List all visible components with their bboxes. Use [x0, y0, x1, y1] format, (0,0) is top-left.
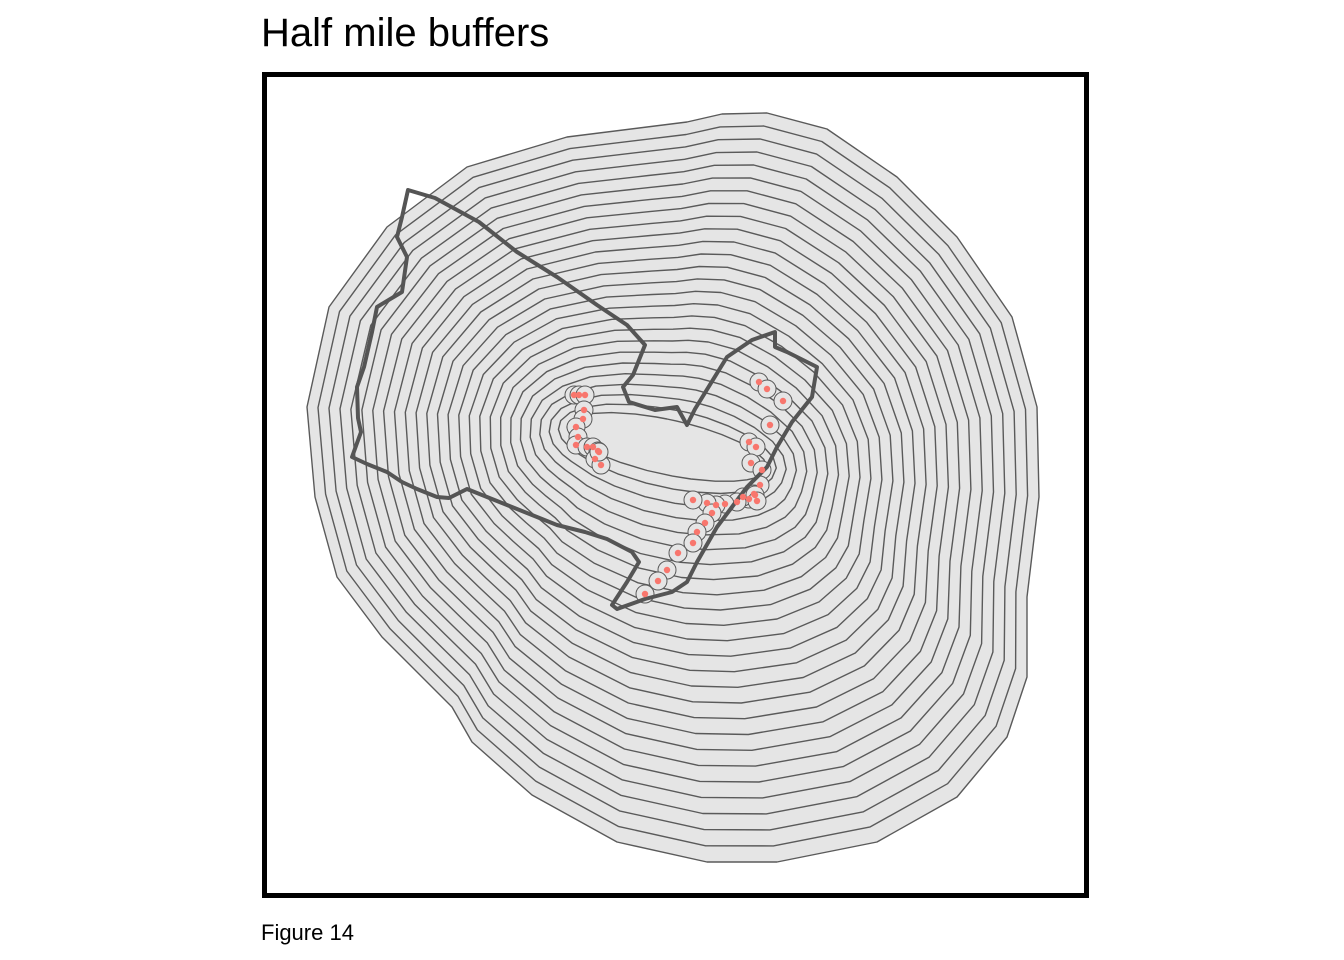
site-point [701, 519, 709, 527]
site-point [595, 448, 603, 456]
figure-caption: Figure 14 [261, 920, 354, 945]
site-point [763, 385, 771, 393]
map-panel [262, 72, 1089, 898]
site-point [575, 391, 583, 399]
site-point [758, 466, 766, 474]
buffer-rings [306, 112, 1040, 863]
site-point [572, 441, 580, 449]
study-area-boundary [350, 188, 819, 611]
site-points [570, 378, 787, 598]
site-point [589, 443, 597, 451]
site-point [572, 423, 580, 431]
site-point [591, 455, 599, 463]
site-point [581, 391, 589, 399]
site-point [708, 509, 716, 517]
site-point [674, 549, 682, 557]
site-point [721, 500, 729, 508]
site-point [570, 391, 578, 399]
site-point [693, 528, 701, 536]
site-point [739, 493, 747, 501]
site-point [752, 443, 760, 451]
site-point [751, 491, 759, 499]
site-point [712, 501, 720, 509]
site-point [580, 406, 588, 414]
site-point [703, 499, 711, 507]
site-point [747, 459, 755, 467]
site-point [733, 498, 741, 506]
site-point [689, 496, 697, 504]
site-point [745, 438, 753, 446]
site-point [745, 495, 753, 503]
map-title: Half mile buffers [261, 11, 550, 55]
site-point [663, 566, 671, 574]
site-point [583, 443, 591, 451]
site-point [579, 415, 587, 423]
site-point [654, 577, 662, 585]
site-point [779, 397, 787, 405]
site-point [597, 461, 605, 469]
site-point [574, 433, 582, 441]
site-point [689, 539, 697, 547]
site-point [756, 481, 764, 489]
site-point [755, 378, 763, 386]
site-point [641, 590, 649, 598]
map-canvas [306, 112, 1040, 863]
site-point [753, 497, 761, 505]
site-point [766, 421, 774, 429]
